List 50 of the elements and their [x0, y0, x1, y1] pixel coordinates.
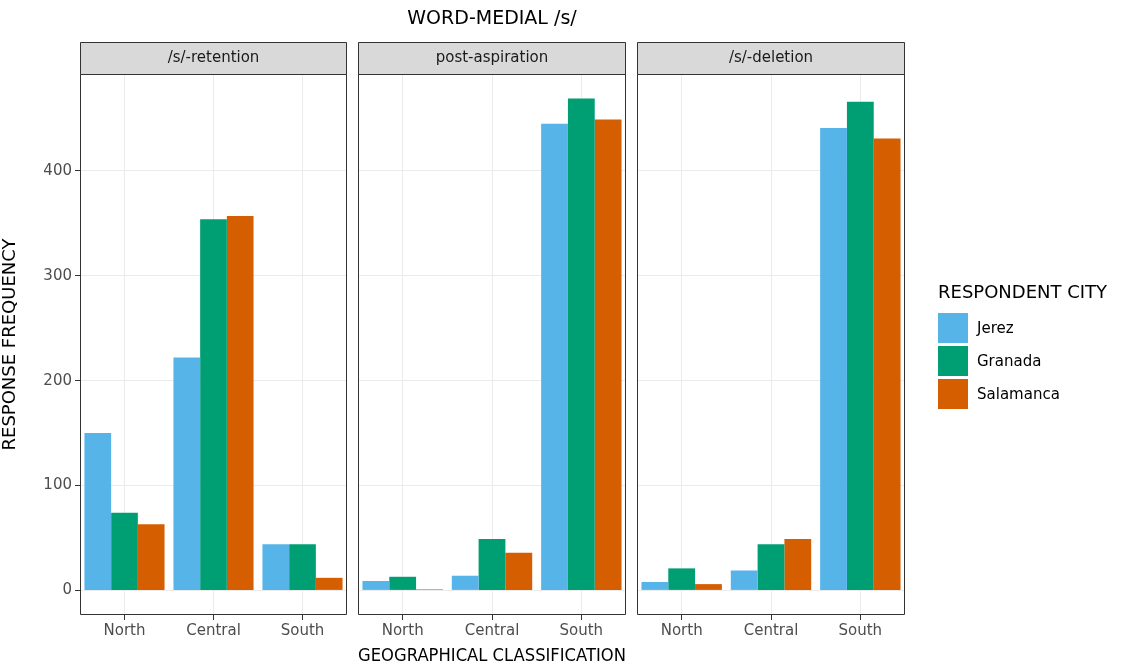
y-tick-label: 300: [43, 265, 72, 284]
chart-title: WORD-MEDIAL /s/: [407, 5, 578, 28]
bar: [362, 580, 390, 590]
bar: [505, 552, 533, 590]
x-tick-label: South: [838, 620, 883, 639]
bar: [478, 539, 506, 590]
bar: [262, 544, 290, 590]
bar: [173, 357, 201, 590]
x-tick-label: South: [280, 620, 325, 639]
bar: [784, 539, 812, 590]
x-tick-label: South: [559, 620, 604, 639]
bar: [594, 119, 622, 590]
bar: [873, 138, 901, 590]
legend-title: RESPONDENT CITY: [938, 281, 1108, 302]
bar: [757, 544, 785, 590]
bar: [641, 582, 669, 590]
x-tick-label: North: [103, 620, 146, 639]
legend-label: Granada: [977, 351, 1042, 370]
bar: [820, 127, 847, 590]
x-tick-label: Central: [464, 620, 520, 639]
chart-subtitle: /s/-deletion: [728, 47, 814, 66]
x-tick-label: North: [381, 620, 424, 639]
x-tick-label: North: [660, 620, 703, 639]
x-axis-title: GEOGRAPHICAL CLASSIFICATION: [358, 644, 626, 666]
bar: [668, 568, 696, 590]
bar: [200, 219, 227, 590]
bar: [541, 123, 568, 590]
bar: [389, 576, 417, 590]
legend-label: Salamanca: [977, 384, 1060, 403]
bar: [137, 524, 165, 590]
y-tick-label: 400: [43, 160, 72, 179]
x-tick-label: Central: [186, 620, 241, 639]
bar: [451, 575, 479, 590]
x-tick-label: Central: [743, 620, 799, 639]
y-tick-label: 200: [43, 370, 72, 389]
bar: [289, 544, 316, 590]
legend-label: Jerez: [977, 318, 1014, 337]
bar: [111, 512, 138, 590]
y-tick-label: 100: [43, 475, 72, 494]
bar: [695, 584, 722, 590]
chart-subtitle: /s/-retention: [167, 47, 260, 66]
bar: [730, 570, 758, 590]
bar: [567, 98, 595, 590]
y-tick-label: 0: [62, 580, 72, 599]
bar: [315, 577, 343, 590]
y-axis-title: RESPONSE FREQUENCY: [0, 237, 20, 451]
chart-subtitle: post-aspiration: [435, 47, 549, 66]
bar: [846, 101, 874, 590]
bar: [84, 433, 112, 590]
bar: [226, 216, 254, 590]
